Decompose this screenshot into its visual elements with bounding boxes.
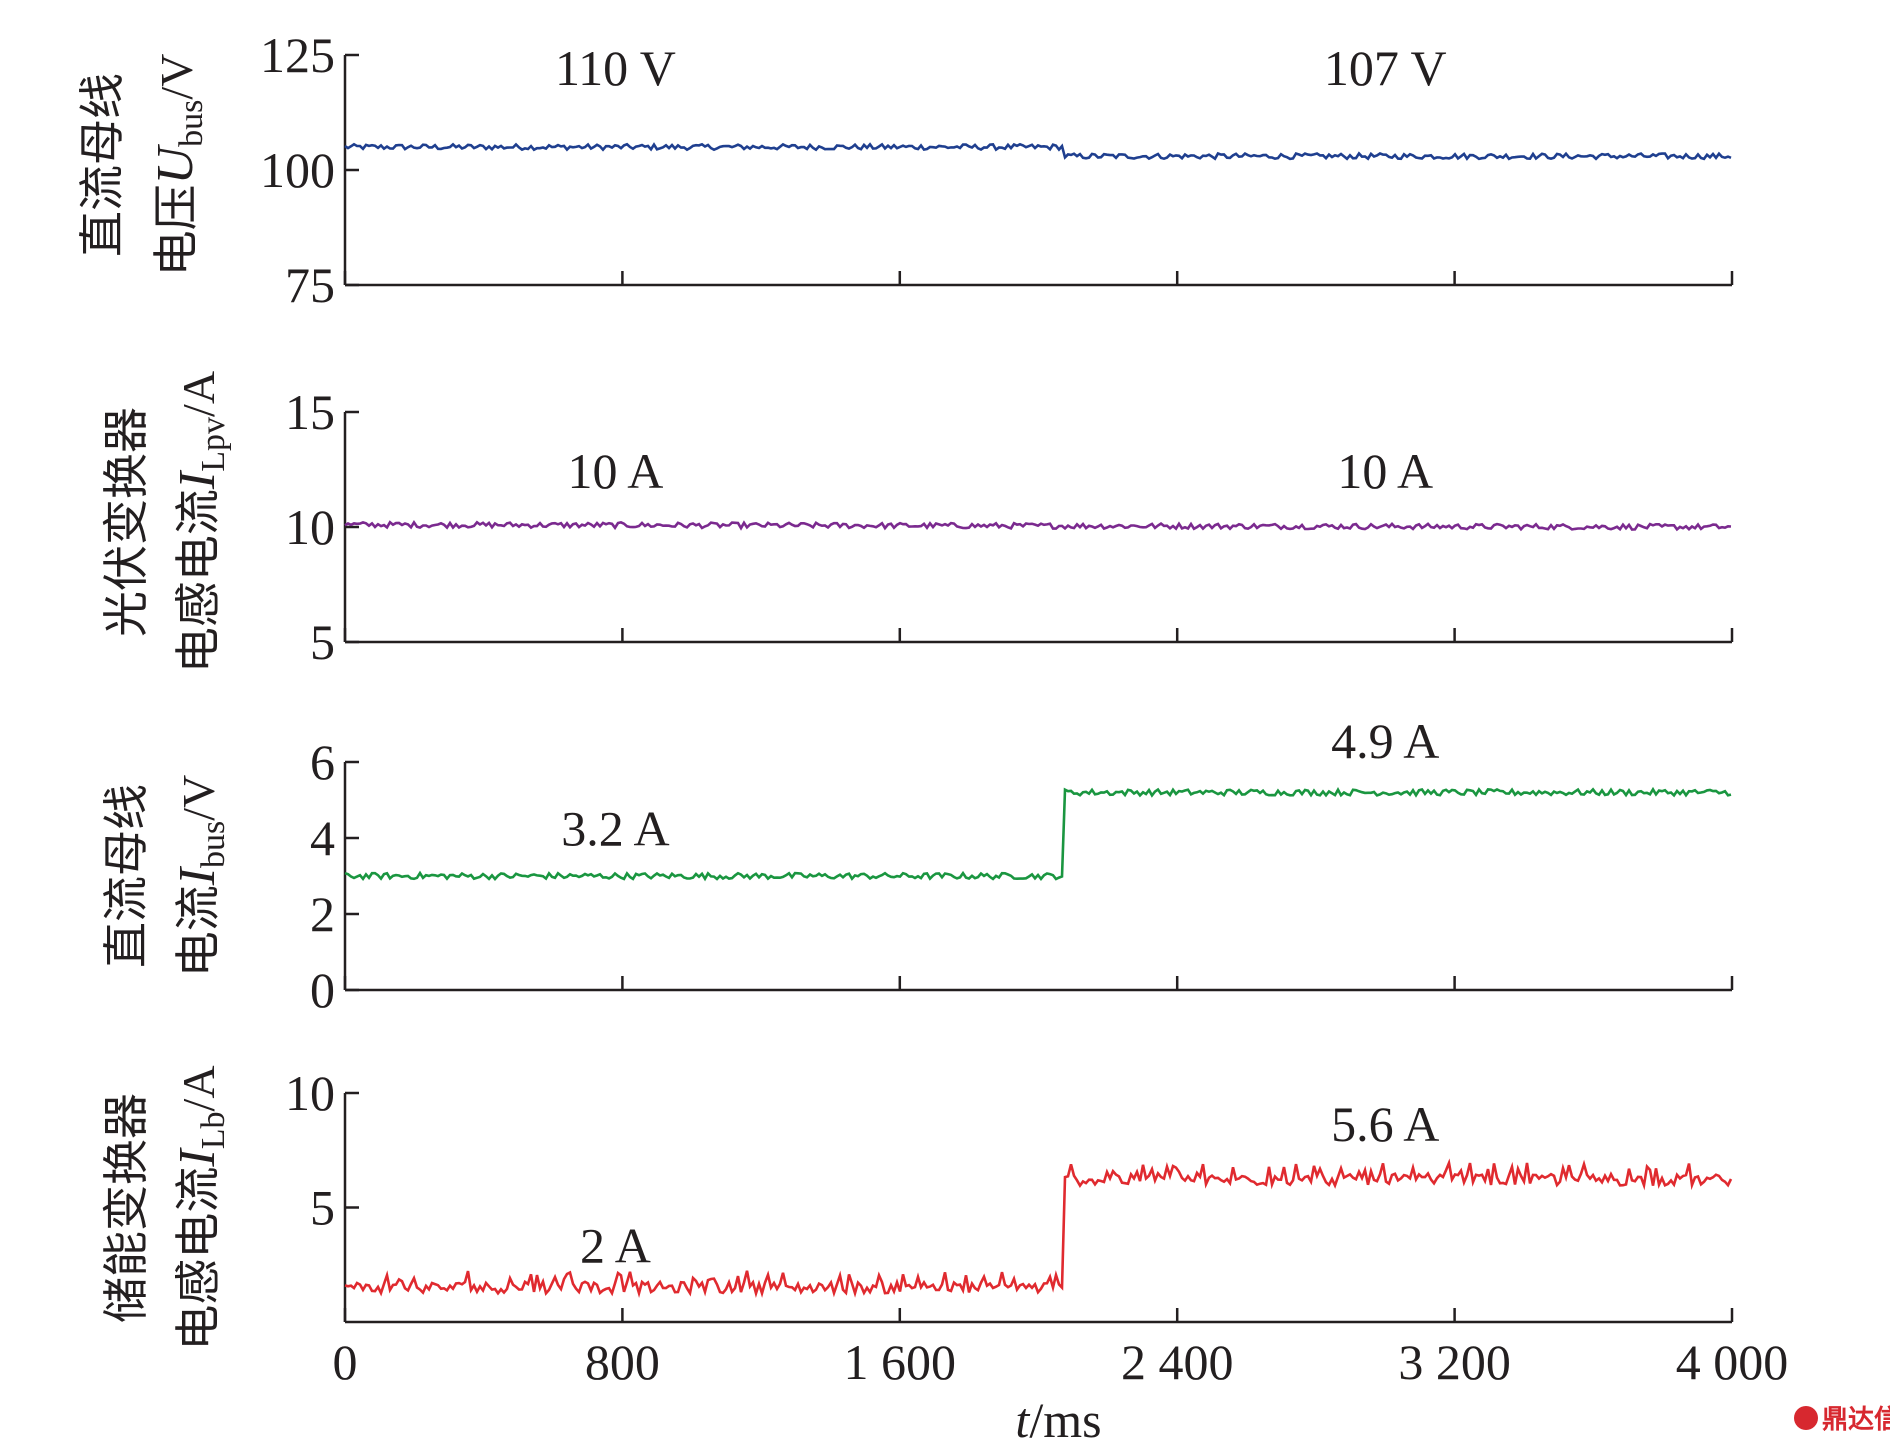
x-tick-label: 2 400 bbox=[1121, 1334, 1234, 1390]
watermark-logo-icon bbox=[1794, 1406, 1818, 1430]
y-axis-label-line2: 电压Ubus/V bbox=[147, 54, 210, 277]
y-tick-label: 10 bbox=[285, 499, 335, 555]
y-axis-label-line2: 电感电流ILb/A bbox=[169, 1065, 232, 1350]
x-tick-label: 3 200 bbox=[1398, 1334, 1511, 1390]
series-line bbox=[344, 520, 1732, 532]
y-tick-label: 0 bbox=[310, 962, 335, 1018]
annotation-2: 5.6 A bbox=[1331, 1096, 1439, 1152]
annotation-2: 10 A bbox=[1337, 443, 1433, 499]
y-tick-label: 6 bbox=[310, 734, 335, 790]
x-axis-label: t/ms bbox=[1015, 1392, 1101, 1438]
series-line bbox=[344, 142, 1732, 161]
y-tick-label: 100 bbox=[260, 142, 335, 198]
series-line bbox=[344, 1158, 1733, 1299]
watermark: 鼎达信 bbox=[1794, 1405, 1890, 1435]
y-tick-label: 5 bbox=[310, 1180, 335, 1236]
y-tick-label: 4 bbox=[310, 810, 335, 866]
y-axis-label-line1: 直流母线 bbox=[75, 73, 129, 257]
panel-4: 5 10 0 800 1 600 2 400 3 200 4 000 t/ms 储能变换器 电感电流… bbox=[99, 1065, 1788, 1438]
annotation-1: 3.2 A bbox=[561, 801, 669, 857]
y-tick-label: 125 bbox=[260, 27, 335, 83]
x-tick-label: 4 000 bbox=[1676, 1334, 1789, 1390]
y-axis-label-line1: 储能变换器 bbox=[99, 1093, 153, 1323]
series-line bbox=[344, 786, 1732, 882]
y-axis-label-line2: 电感电流ILpv/A bbox=[169, 371, 232, 673]
y-tick-label: 2 bbox=[310, 886, 335, 942]
annotation-2: 4.9 A bbox=[1331, 713, 1439, 769]
panel-2: 5 10 15 光伏变换器 电感电流ILpv/A 10 A 10 A bbox=[99, 371, 1734, 673]
annotation-2: 107 V bbox=[1324, 40, 1447, 96]
y-tick-label: 10 bbox=[285, 1065, 335, 1121]
y-axis-label-line1: 光伏变换器 bbox=[99, 407, 153, 637]
x-tick-label: 800 bbox=[585, 1334, 660, 1390]
annotation-1: 10 A bbox=[568, 443, 664, 499]
y-tick-label: 15 bbox=[285, 384, 335, 440]
y-axis-label-line1: 直流母线 bbox=[99, 784, 153, 968]
panel-1: 75 100 125 直流母线 电压Ubus/V 110 V 107 V bbox=[75, 27, 1734, 313]
watermark-text: 鼎达信 bbox=[1822, 1405, 1890, 1435]
y-tick-label: 75 bbox=[285, 257, 335, 313]
x-tick-label: 0 bbox=[333, 1334, 358, 1390]
x-tick-label: 1 600 bbox=[844, 1334, 957, 1390]
y-axis-label-line2: 电流Ibus/V bbox=[169, 775, 232, 978]
annotation-1: 2 A bbox=[580, 1217, 651, 1273]
y-tick-label: 5 bbox=[310, 614, 335, 670]
annotation-1: 110 V bbox=[555, 40, 676, 96]
panel-3: 0 2 4 6 直流母线 电流Ibus/V 3.2 A 4.9 A bbox=[99, 713, 1734, 1018]
